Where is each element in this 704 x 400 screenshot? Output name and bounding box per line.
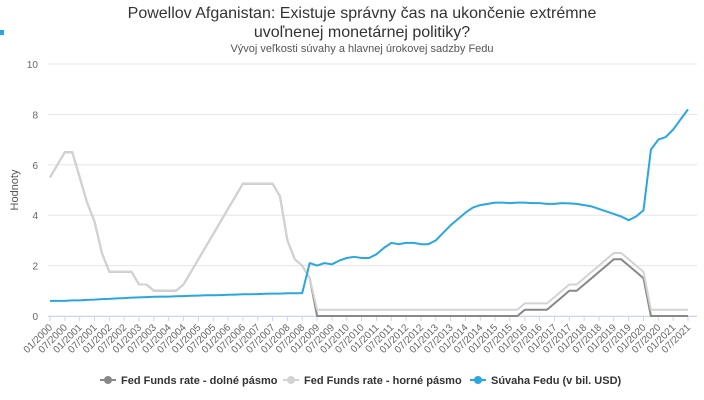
y-axis-title: Hodnoty: [9, 169, 21, 210]
series-line: [49, 151, 688, 317]
chart-title: Powellov Afganistan: Existuje správny ča…: [127, 5, 597, 41]
legend-symbol[interactable]: [474, 376, 482, 384]
y-tick-label: 4: [32, 211, 38, 222]
legend-label[interactable]: Súvaha Fedu (v bil. USD): [491, 375, 622, 387]
y-tick-label: 8: [32, 110, 38, 121]
chart-subtitle: Vývoj veľkosti súvahy a hlavnej úrokovej…: [230, 43, 493, 55]
series-line: [49, 151, 688, 311]
legend-label[interactable]: Fed Funds rate - horné pásmo: [304, 375, 462, 387]
legend-label[interactable]: Fed Funds rate - dolné pásmo: [121, 375, 278, 387]
legend-symbol[interactable]: [104, 376, 112, 384]
y-tick-label: 6: [32, 161, 38, 172]
y-tick-label: 10: [27, 60, 39, 71]
series-line: [50, 108, 689, 302]
y-tick-label: 0: [32, 312, 38, 323]
y-tick-label: 2: [32, 262, 38, 273]
decoration: [0, 30, 4, 35]
legend-symbol[interactable]: [287, 376, 295, 384]
